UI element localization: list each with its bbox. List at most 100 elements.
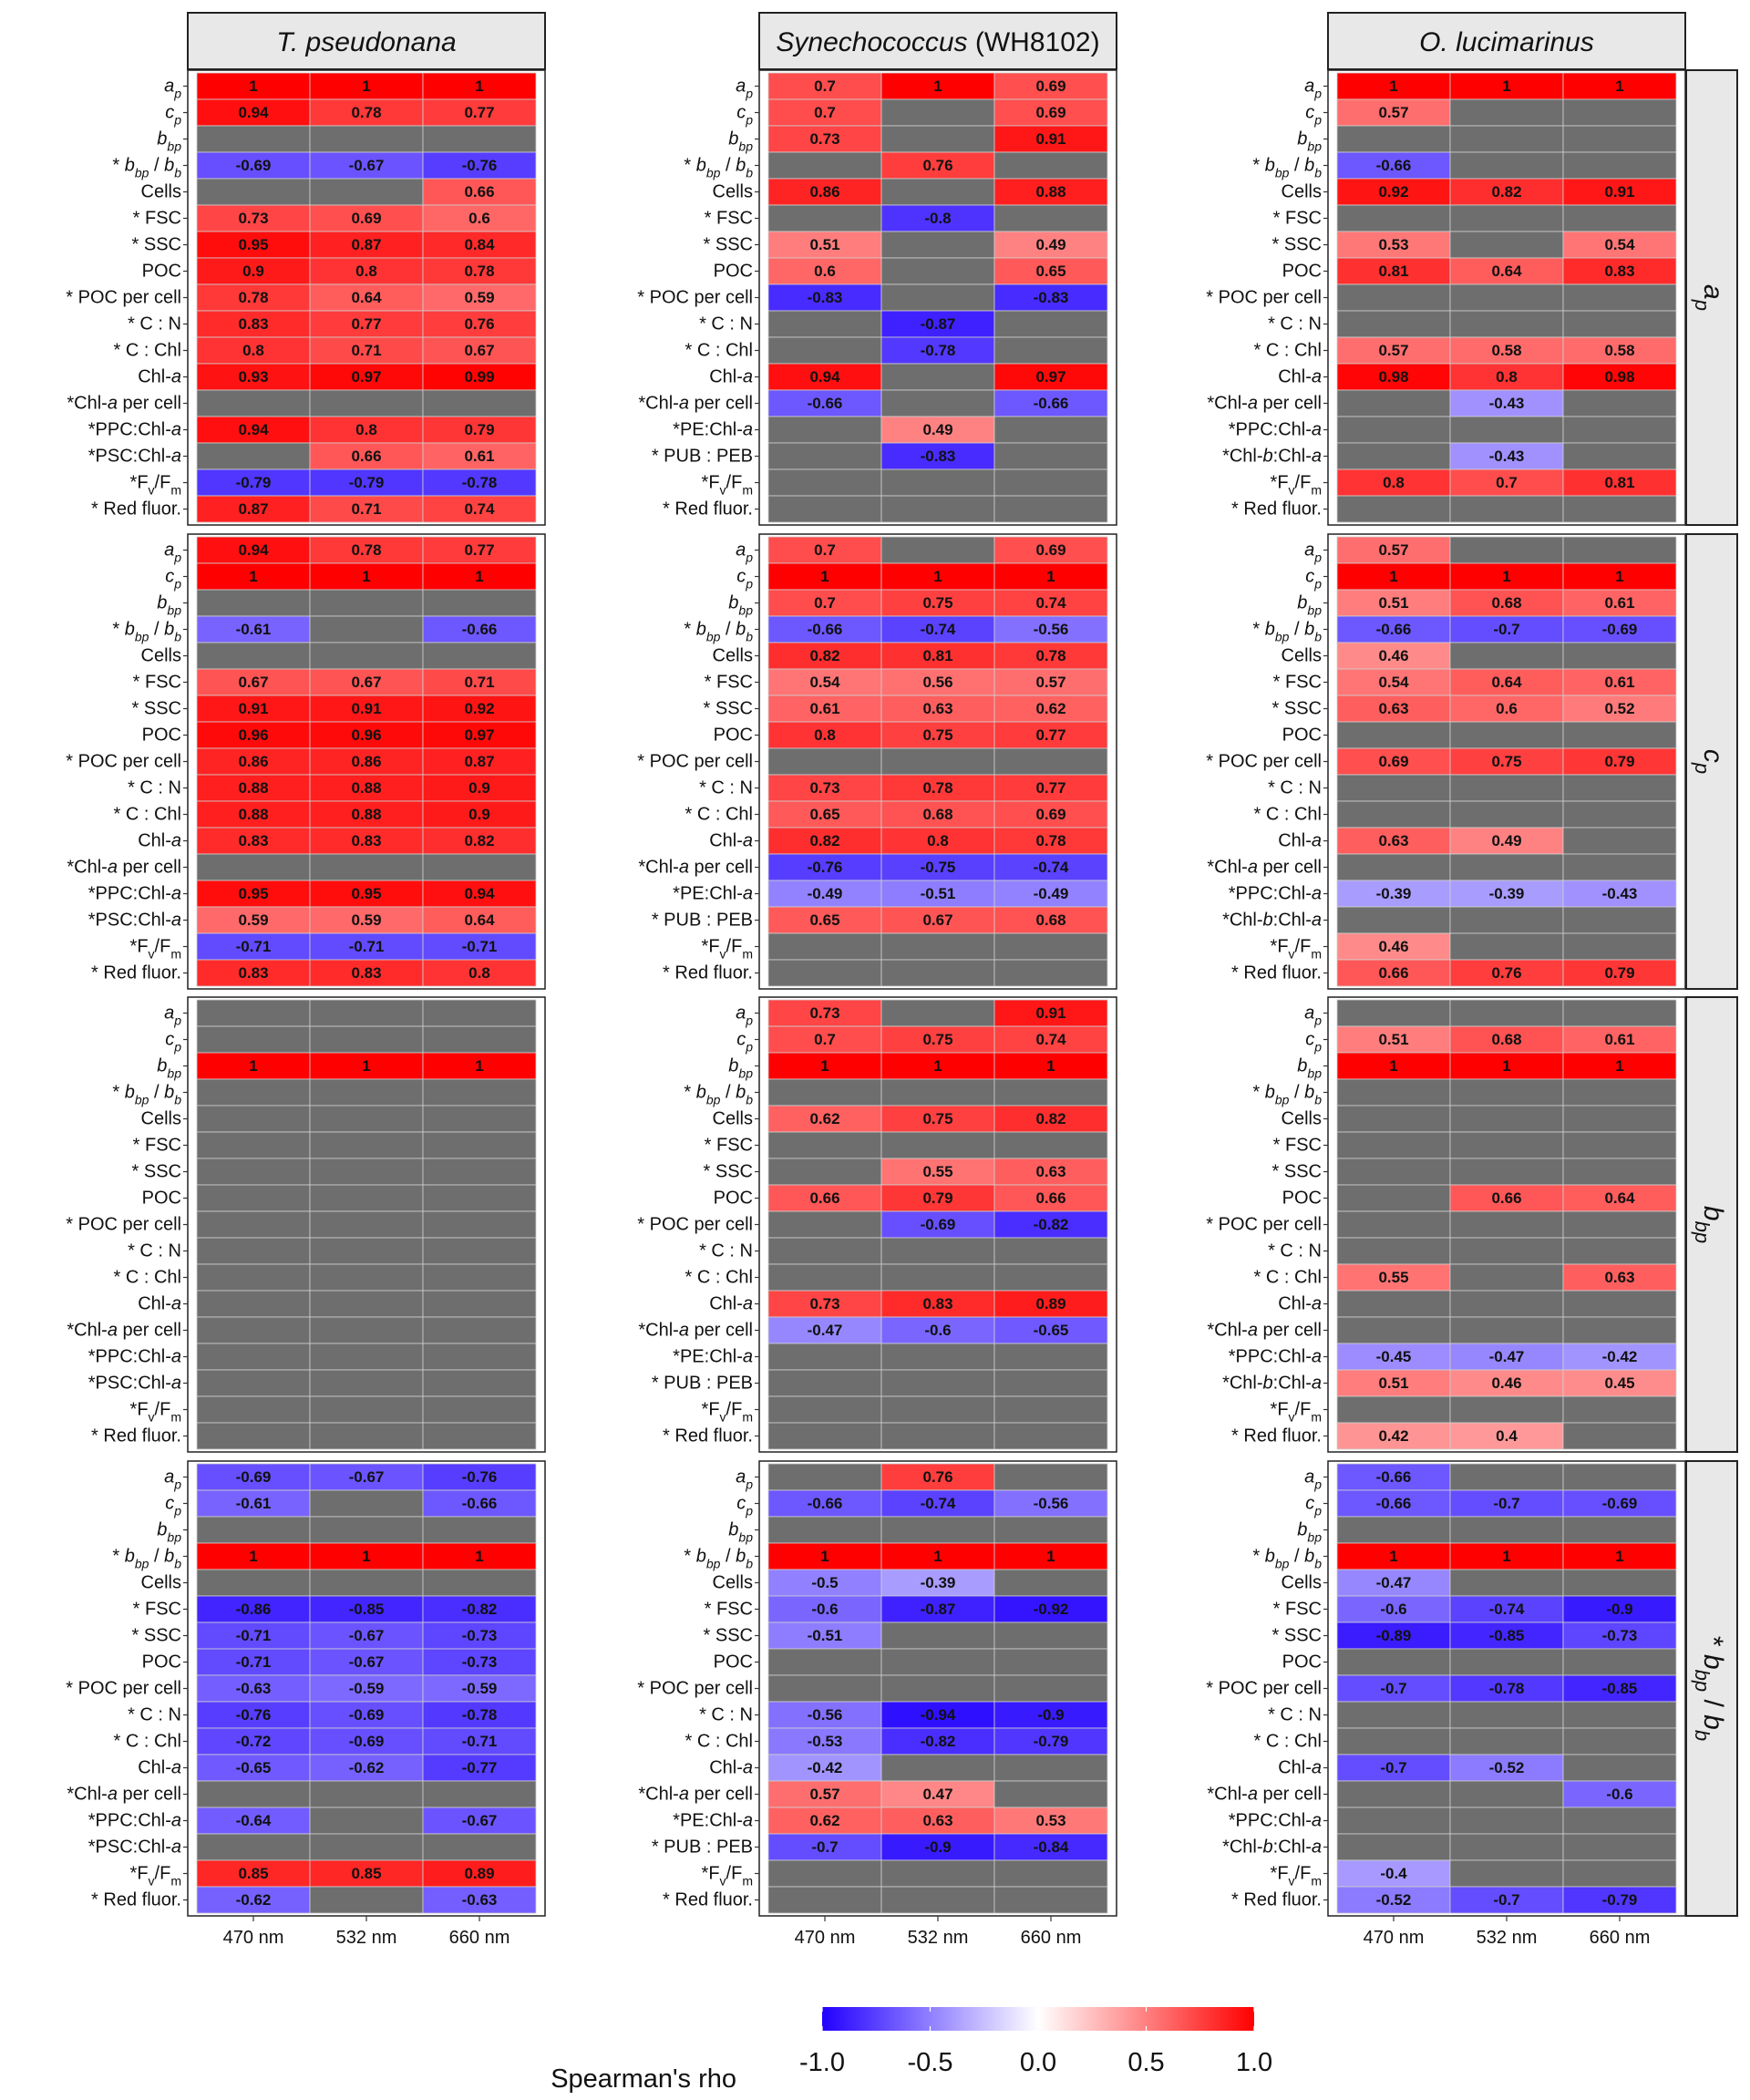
heatmap-cell: [1562, 1184, 1677, 1212]
cell-value-label: -0.43: [1489, 395, 1525, 412]
row-label: ap: [736, 77, 753, 101]
cell-value-label: 0.89: [1035, 1295, 1065, 1312]
row-label: *PSC:Chl-a: [88, 1374, 181, 1394]
heatmap-cell: [1336, 495, 1451, 523]
cell-value-label: 0.75: [1491, 753, 1521, 770]
row-label: * FSC: [133, 209, 181, 229]
heatmap-cell: [1336, 1078, 1451, 1107]
row-label: *PSC:Chl-a: [88, 911, 181, 931]
heatmap-cell: [1336, 615, 1451, 643]
cell-value-label: -0.5: [811, 1574, 838, 1591]
heatmap-cell: [880, 1369, 995, 1397]
heatmap-cell: [993, 536, 1108, 564]
cell-value-label: 0.91: [238, 700, 268, 717]
cell-value-label: 1: [820, 1057, 829, 1075]
cell-value-label: -0.85: [349, 1601, 385, 1618]
heatmap-cell: [422, 1648, 537, 1676]
heatmap-cell: [196, 880, 311, 908]
heatmap-cell: [1449, 1648, 1564, 1676]
row-label: bbp: [1297, 1056, 1322, 1081]
heatmap-cell: [309, 1184, 424, 1212]
heatmap-cell: [196, 442, 311, 470]
row-label: * C : Chl: [1254, 1268, 1322, 1288]
heatmap-cell: [993, 615, 1108, 643]
row-label: POC: [1282, 1652, 1322, 1673]
heatmap-cell: [1336, 389, 1451, 417]
heatmap-cell: [1562, 283, 1677, 312]
heatmap-cell: [1449, 1621, 1564, 1650]
heatmap-cell: [196, 1343, 311, 1371]
heatmap-cell: [1449, 827, 1564, 855]
row-label: * POC per cell: [66, 752, 181, 772]
heatmap-cell: [422, 363, 537, 391]
heatmap-cell: [309, 615, 424, 643]
cell-value-label: 0.62: [809, 1812, 839, 1829]
heatmap-cell: [309, 1422, 424, 1450]
row-label: Cells: [141, 1109, 181, 1129]
row-label: *PPC:Chl-a: [88, 1811, 181, 1831]
heatmap-cell: [1449, 1316, 1564, 1344]
heatmap-cell: [1562, 1422, 1677, 1450]
heatmap-cell: [993, 442, 1108, 470]
heatmap-cell: [196, 1316, 311, 1344]
cell-value-label: -0.7: [1493, 621, 1519, 638]
row-label: * PUB : PEB: [652, 1838, 753, 1858]
row-label: *Fv/Fm: [130, 1400, 181, 1425]
heatmap-cell: [422, 880, 537, 908]
heatmap-cell: [880, 800, 995, 829]
heatmap-cell: [993, 1025, 1108, 1054]
cell-value-label: 0.55: [922, 1163, 952, 1180]
heatmap-cell: [1562, 668, 1677, 696]
heatmap-cell: [196, 1595, 311, 1623]
heatmap-cell: [1562, 932, 1677, 961]
heatmap-cell: [196, 1859, 311, 1888]
heatmap-cell: [422, 1316, 537, 1344]
heatmap-cell: [993, 800, 1108, 829]
cell-value-label: 1: [1389, 1548, 1397, 1565]
heatmap-cell: [880, 204, 995, 232]
row-label: *Chl-a per cell: [638, 1321, 753, 1341]
cell-value-label: -0.66: [1376, 1495, 1412, 1512]
row-label: Chl-a: [138, 1294, 181, 1314]
heatmap-cell: [993, 1316, 1108, 1344]
row-strips: ap cp bbp * bbp / bb: [1685, 69, 1738, 1917]
heatmap-cell: [309, 642, 424, 670]
cell-value-label: 0.8: [1383, 474, 1405, 491]
cell-value-label: 1: [1615, 568, 1623, 585]
row-strip-box: [1685, 1460, 1738, 1917]
cell-value-label: -0.79: [1034, 1733, 1069, 1750]
heatmap-cell: [1449, 853, 1564, 881]
row-label: cp: [736, 103, 753, 128]
heatmap-cell: [196, 800, 311, 829]
heatmap-cell: [1562, 310, 1677, 338]
heatmap-cell: [767, 1052, 882, 1080]
row-label: * bbp / bb: [1252, 1083, 1322, 1107]
heatmap-cell: [993, 98, 1108, 127]
heatmap-cell: [196, 1542, 311, 1570]
cell-value-label: 1: [1046, 1057, 1055, 1075]
cell-value-label: 0.88: [238, 806, 268, 823]
heatmap-cell: [196, 1516, 311, 1544]
cell-value-label: -0.76: [236, 1706, 272, 1724]
cell-value-label: 0.7: [814, 77, 836, 95]
heatmap-cell: [1449, 1343, 1564, 1371]
heatmap-cell: [1449, 1422, 1564, 1450]
heatmap-cell: [309, 468, 424, 497]
heatmap-cell: [422, 495, 537, 523]
heatmap-cell: [767, 495, 882, 523]
heatmap-cell: [196, 1489, 311, 1518]
heatmap-cell: [422, 721, 537, 749]
cell-value-label: -0.39: [1489, 885, 1525, 902]
heatmap-cell: [1336, 178, 1451, 206]
legend-tick-label: 1.0: [1236, 2048, 1272, 2077]
row-label: *Fv/Fm: [702, 937, 753, 962]
cell-value-label: 0.54: [1378, 674, 1409, 691]
heatmap-cell: [309, 1727, 424, 1755]
heatmap-cell: [309, 880, 424, 908]
row-label: * FSC: [1273, 1136, 1322, 1156]
row-label: *PSC:Chl-a: [88, 1838, 181, 1858]
cell-value-label: 0.79: [1604, 964, 1634, 982]
cell-value-label: -0.92: [1034, 1601, 1069, 1618]
